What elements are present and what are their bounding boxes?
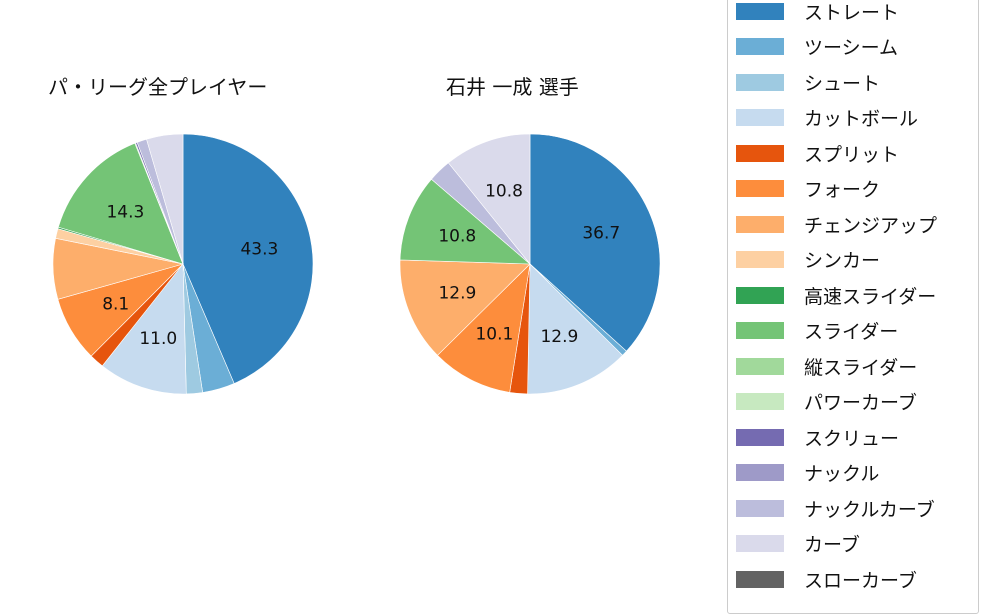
legend-item: ストレート <box>736 0 900 24</box>
legend-item: カットボール <box>736 106 918 130</box>
legend-label: スライダー <box>804 321 899 343</box>
legend-label: ナックル <box>804 463 880 485</box>
pie-value-label: 10.1 <box>475 324 513 344</box>
legend-label: スプリット <box>804 143 900 166</box>
legend-label: パワーカーブ <box>804 392 917 414</box>
legend-item: シュート <box>736 70 881 95</box>
legend-label: ツーシーム <box>804 37 899 59</box>
pie-slice <box>399 259 531 356</box>
legend-swatch <box>736 499 784 517</box>
pie-slice <box>57 142 184 265</box>
legend-label: フォーク <box>804 179 881 201</box>
legend-label: チェンジアップ <box>804 214 938 237</box>
pie-value-label: 14.3 <box>106 202 144 222</box>
legend-swatch <box>736 428 784 446</box>
pie-slice <box>182 133 314 384</box>
left-chart-title: パ・リーグ全プレイヤー <box>48 75 268 99</box>
pie-value-label: 43.3 <box>240 239 278 259</box>
legend-item: チェンジアップ <box>736 212 938 237</box>
legend-swatch <box>736 357 784 375</box>
legend-item: スローカーブ <box>736 567 917 592</box>
pie-slice <box>399 178 531 265</box>
right-chart-title: 石井 一成 選手 <box>446 75 579 99</box>
pie-value-label: 12.9 <box>540 327 578 347</box>
legend-swatch <box>736 109 784 126</box>
pie-slice <box>437 263 531 393</box>
pie-slice <box>101 263 187 395</box>
pie-slice <box>529 133 661 352</box>
pie-slice <box>447 133 531 265</box>
legend-swatch <box>736 144 784 162</box>
legend-item: パワーカーブ <box>736 390 917 414</box>
pie-value-label: 12.9 <box>438 283 476 303</box>
legend-swatch <box>736 38 784 55</box>
legend-label: ナックルカーブ <box>804 498 935 521</box>
legend-label: スクリュー <box>804 427 900 450</box>
legend-label: シュート <box>804 72 881 95</box>
legend-swatch <box>736 570 784 588</box>
pie-value-label: 8.1 <box>102 294 129 314</box>
legend-item: シンカー <box>736 248 880 272</box>
legend-swatch <box>736 215 784 233</box>
legend-item: フォーク <box>736 177 880 201</box>
pie-value-label: 36.7 <box>582 223 620 243</box>
legend-item: ナックル <box>736 461 879 485</box>
legend-swatch <box>736 322 784 339</box>
legend-swatch <box>736 464 784 481</box>
legend-item: スライダー <box>736 319 898 343</box>
legend-swatch <box>736 180 784 197</box>
legend-swatch <box>736 535 784 552</box>
legend-label: カットボール <box>804 108 919 130</box>
legend-label: カーブ <box>804 534 860 556</box>
legend-item: ツーシーム <box>736 35 898 59</box>
legend-item: スプリット <box>736 141 900 166</box>
legend-swatch <box>736 251 784 268</box>
legend-item: スクリュー <box>736 425 900 450</box>
legend-item: カーブ <box>736 532 860 556</box>
pie-slice <box>146 133 184 265</box>
legend-label: スローカーブ <box>804 569 917 592</box>
player-pie-chart: 36.7 12.9 10.1 12.9 10.8 10.8 <box>399 133 661 395</box>
legend-label: シンカー <box>804 250 881 272</box>
legend-swatch <box>736 393 784 410</box>
legend-item: 高速スライダー <box>736 283 937 308</box>
pie-value-label: 10.8 <box>438 227 476 247</box>
legend-item: 縦スライダー <box>736 354 918 379</box>
legend-item: ナックルカーブ <box>736 496 935 521</box>
pie-value-label: 10.8 <box>485 181 523 201</box>
pie-slice <box>527 263 623 395</box>
league-pie-chart: 43.3 11.0 8.1 14.3 <box>52 133 314 395</box>
legend-swatch <box>736 286 784 304</box>
legend: ストレートツーシームシュートカットボール スプリットフォークチェンジアップ シンカー… <box>727 0 979 614</box>
legend-swatch <box>736 2 784 20</box>
legend-label: 縦スライダー <box>804 356 918 379</box>
legend-label: 高速スライダー <box>804 285 937 308</box>
legend-swatch <box>736 73 784 91</box>
legend-label: ストレート <box>804 1 900 24</box>
pie-value-label: 11.0 <box>139 329 177 349</box>
